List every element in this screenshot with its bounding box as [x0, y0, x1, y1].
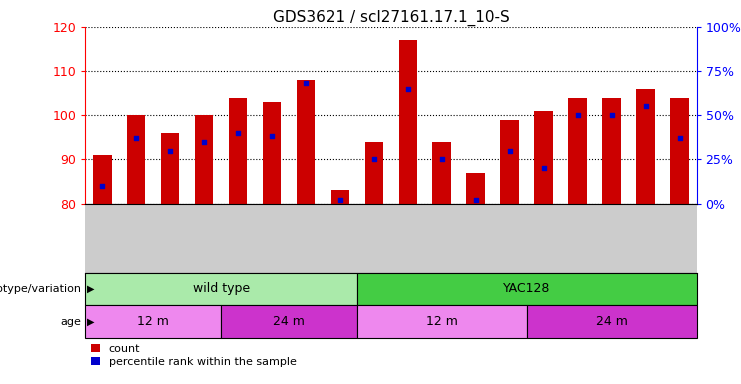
Bar: [365, 142, 383, 204]
Bar: [500, 120, 519, 204]
Legend: count, percentile rank within the sample: count, percentile rank within the sample: [90, 344, 296, 367]
Bar: [433, 142, 451, 204]
Text: wild type: wild type: [193, 283, 250, 295]
Point: [674, 135, 685, 141]
Text: YAC128: YAC128: [503, 283, 551, 295]
Bar: [466, 173, 485, 204]
Point: [605, 112, 617, 118]
Text: age: age: [61, 316, 82, 327]
Bar: [568, 98, 587, 204]
Point: [198, 139, 210, 145]
Point: [504, 147, 516, 154]
Bar: [296, 80, 316, 204]
Point: [266, 133, 278, 139]
Point: [130, 135, 142, 141]
Bar: [127, 115, 145, 204]
Text: genotype/variation: genotype/variation: [0, 284, 82, 294]
Point: [572, 112, 584, 118]
Bar: [534, 111, 553, 204]
Text: ▶: ▶: [87, 284, 94, 294]
Point: [165, 147, 176, 154]
Bar: [399, 40, 417, 204]
Text: 24 m: 24 m: [273, 315, 305, 328]
Point: [232, 130, 244, 136]
Point: [402, 86, 413, 92]
Bar: [85, 305, 221, 338]
Bar: [221, 305, 357, 338]
Bar: [195, 115, 213, 204]
Bar: [670, 98, 689, 204]
Point: [368, 156, 380, 162]
Point: [538, 165, 550, 171]
Text: ▶: ▶: [87, 316, 94, 327]
Text: 24 m: 24 m: [596, 315, 628, 328]
Bar: [357, 305, 527, 338]
Bar: [527, 305, 697, 338]
Point: [639, 103, 651, 109]
Bar: [262, 102, 282, 204]
Bar: [357, 273, 697, 305]
Point: [436, 156, 448, 162]
Bar: [330, 190, 349, 204]
Point: [470, 197, 482, 203]
Bar: [93, 155, 112, 204]
Bar: [602, 98, 621, 204]
Bar: [161, 133, 179, 204]
Point: [96, 183, 108, 189]
Bar: [637, 89, 655, 204]
Bar: [85, 273, 357, 305]
Bar: [229, 98, 247, 204]
Point: [334, 197, 346, 203]
Point: [300, 80, 312, 86]
Text: 12 m: 12 m: [426, 315, 458, 328]
Text: 12 m: 12 m: [137, 315, 169, 328]
Title: GDS3621 / scl27161.17.1_10-S: GDS3621 / scl27161.17.1_10-S: [273, 9, 509, 25]
